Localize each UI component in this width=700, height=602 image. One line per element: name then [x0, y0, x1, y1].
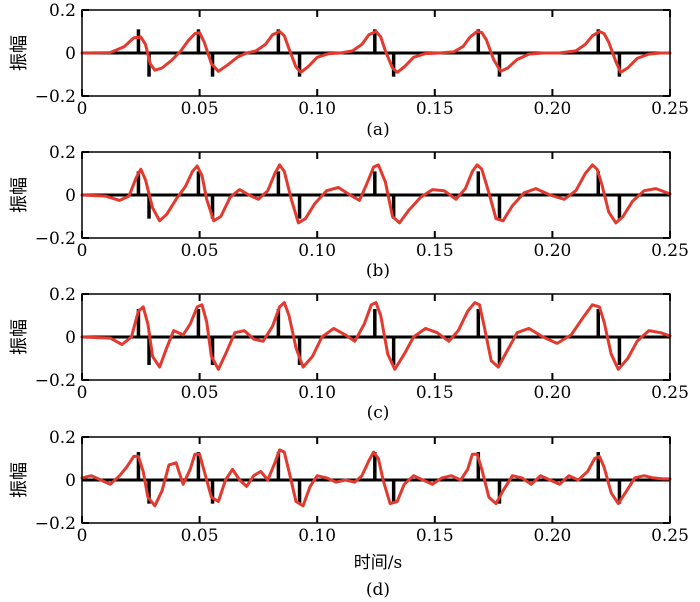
x-tick-label: 0.20: [533, 99, 571, 119]
x-tick-label: 0.10: [298, 526, 336, 546]
subplot-caption: (d): [366, 580, 390, 600]
plot-frame: [81, 293, 671, 381]
series-line: [80, 30, 672, 74]
x-tick-label: 0.10: [298, 99, 336, 119]
y-tick-label: −0.2: [35, 87, 76, 107]
x-tick-label: 0: [77, 99, 88, 119]
series-line: [80, 163, 672, 225]
y-axis-label: 振幅: [9, 462, 30, 498]
x-tick-label: 0.05: [181, 99, 219, 119]
y-tick-label: 0.2: [49, 428, 76, 448]
y-axis-label: 振幅: [9, 319, 30, 355]
subplot-caption: (a): [366, 120, 389, 140]
y-tick-label: 0: [65, 471, 76, 491]
x-tick-label: 0.20: [533, 526, 571, 546]
y-tick-label: 0.2: [49, 143, 76, 163]
x-tick-label: 0.05: [181, 241, 219, 261]
plot-frame: [81, 151, 671, 239]
y-tick-label: −0.2: [35, 229, 76, 249]
plot-frame: [81, 9, 671, 97]
subplot-c: (c) 振幅 0 0.05 0.10 0.15 0.20 0.25−0.200.2: [9, 285, 689, 423]
y-axis-label: 振幅: [9, 177, 30, 213]
x-tick-label: 0: [77, 241, 88, 261]
subplot-b: (b) 振幅 0 0.05 0.10 0.15 0.20 0.25−0.200.2: [9, 143, 689, 281]
series-line: [80, 448, 672, 508]
x-tick-label: 0.25: [651, 241, 689, 261]
x-tick-label: 0.15: [416, 99, 454, 119]
y-tick-label: 0: [65, 328, 76, 348]
y-tick-label: 0.2: [49, 285, 76, 305]
x-tick-label: 0.20: [533, 383, 571, 403]
x-tick-label: 0.05: [181, 383, 219, 403]
x-axis-label: 时间/s: [354, 553, 402, 573]
x-tick-label: 0: [77, 526, 88, 546]
x-tick-label: 0.25: [651, 526, 689, 546]
subplot-a: (a) 振幅 0 0.05 0.10 0.15 0.20 0.25−0.200.2: [9, 1, 689, 140]
x-tick-label: 0.15: [416, 526, 454, 546]
y-tick-label: 0: [65, 186, 76, 206]
x-tick-label: 0: [77, 383, 88, 403]
series-line: [80, 301, 672, 371]
y-tick-label: −0.2: [35, 514, 76, 534]
x-tick-label: 0.10: [298, 383, 336, 403]
x-tick-label: 0.05: [181, 526, 219, 546]
x-tick-label: 0.10: [298, 241, 336, 261]
subplot-caption: (c): [367, 403, 390, 423]
subplot-d: 振幅 时间/s (d) 0 0.05 0.10 0.15 0.20 0.25−0.200.…: [9, 428, 689, 600]
x-tick-label: 0.20: [533, 241, 571, 261]
x-tick-label: 0.15: [416, 241, 454, 261]
y-tick-label: 0: [65, 44, 76, 64]
y-tick-label: 0.2: [49, 1, 76, 21]
x-tick-label: 0.15: [416, 383, 454, 403]
plot-frame: [81, 436, 671, 524]
x-tick-label: 0.25: [651, 99, 689, 119]
x-tick-label: 0.25: [651, 383, 689, 403]
subplot-caption: (b): [366, 261, 390, 281]
y-tick-label: −0.2: [35, 371, 76, 391]
y-axis-label: 振幅: [9, 35, 30, 71]
